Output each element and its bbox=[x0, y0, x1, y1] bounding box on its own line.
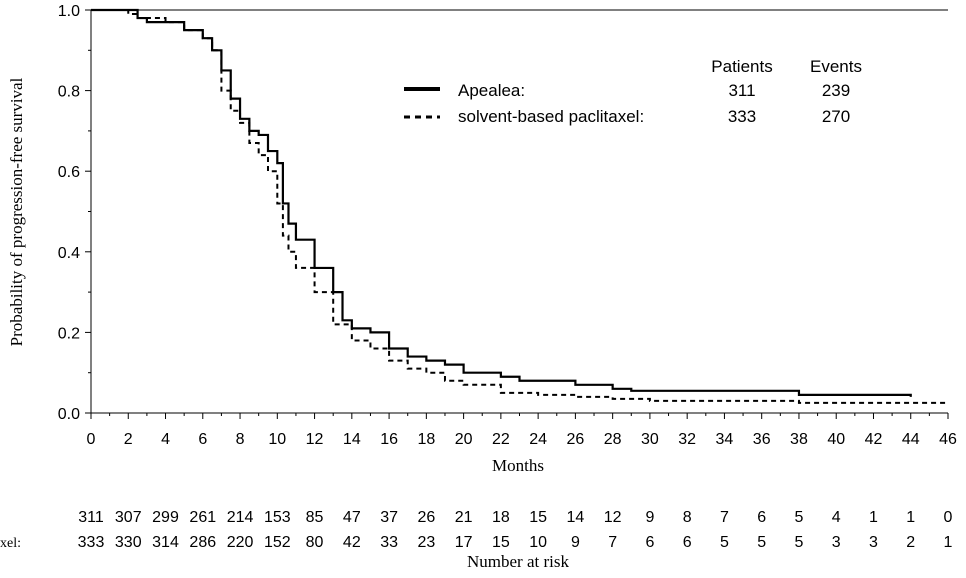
risk-value: 18 bbox=[492, 509, 510, 526]
risk-value: 17 bbox=[455, 534, 473, 551]
risk-value: 4 bbox=[832, 509, 841, 526]
x-tick-label: 40 bbox=[827, 431, 845, 448]
risk-value: 5 bbox=[795, 534, 804, 551]
x-tick-label: 6 bbox=[198, 431, 207, 448]
legend-patients-apealea: 311 bbox=[728, 81, 755, 100]
x-tick-label: 4 bbox=[161, 431, 170, 448]
y-tick-label: 1.0 bbox=[58, 3, 80, 20]
risk-value: 1 bbox=[906, 509, 915, 526]
risk-value: 214 bbox=[227, 509, 254, 526]
risk-value: 286 bbox=[189, 534, 216, 551]
risk-value: 10 bbox=[529, 534, 547, 551]
x-tick-label: 10 bbox=[268, 431, 286, 448]
risk-value: 15 bbox=[492, 534, 510, 551]
x-axis-label: Months bbox=[492, 456, 544, 475]
risk-value: 85 bbox=[306, 509, 324, 526]
risk-value: 12 bbox=[604, 509, 622, 526]
risk-value: 9 bbox=[645, 509, 654, 526]
risk-value: 9 bbox=[571, 534, 580, 551]
risk-value: 26 bbox=[417, 509, 435, 526]
risk-value: 6 bbox=[645, 534, 654, 551]
x-tick-label: 20 bbox=[455, 431, 473, 448]
x-tick-label: 34 bbox=[716, 431, 734, 448]
series-line-apealea bbox=[91, 8, 912, 397]
risk-table-title: Number at risk bbox=[467, 552, 569, 571]
risk-value: 23 bbox=[417, 534, 435, 551]
x-tick-label: 14 bbox=[343, 431, 361, 448]
y-tick-label: 0.4 bbox=[58, 245, 80, 262]
risk-value: 299 bbox=[152, 509, 179, 526]
y-tick-label: 0.2 bbox=[58, 325, 80, 342]
x-tick-label: 16 bbox=[380, 431, 398, 448]
risk-value: 8 bbox=[683, 509, 692, 526]
risk-value: 7 bbox=[608, 534, 617, 551]
risk-value: 7 bbox=[720, 509, 729, 526]
x-tick-label: 38 bbox=[790, 431, 808, 448]
axes: 0 2 4 6 8 10 12 14 16 18 20 22 24 26 28 30 32 34 36 38 40 42 4… bbox=[58, 3, 957, 448]
x-tick-label: 22 bbox=[492, 431, 510, 448]
x-tick-label: 8 bbox=[236, 431, 245, 448]
risk-value: 33 bbox=[380, 534, 398, 551]
x-tick-label: 0 bbox=[87, 431, 96, 448]
risk-value: 6 bbox=[757, 509, 766, 526]
risk-value: 14 bbox=[566, 509, 584, 526]
legend-events-sbp: 270 bbox=[822, 107, 850, 126]
x-tick-label: 44 bbox=[902, 431, 920, 448]
x-tick-label: 30 bbox=[641, 431, 659, 448]
x-tick-label: 18 bbox=[417, 431, 435, 448]
risk-value: 5 bbox=[720, 534, 729, 551]
y-tick-label: 0.0 bbox=[58, 406, 80, 423]
series-layer bbox=[91, 8, 948, 404]
risk-value: 152 bbox=[264, 534, 291, 551]
x-tick-label: 28 bbox=[604, 431, 622, 448]
risk-value: 220 bbox=[227, 534, 254, 551]
series-line-sbp bbox=[91, 9, 948, 404]
risk-value: 5 bbox=[757, 534, 766, 551]
y-tick-label: 0.6 bbox=[58, 164, 80, 181]
risk-value: 314 bbox=[152, 534, 179, 551]
legend-label-sbp: solvent-based paclitaxel: bbox=[458, 107, 644, 126]
risk-value: 153 bbox=[264, 509, 291, 526]
risk-value: 6 bbox=[683, 534, 692, 551]
risk-value: 15 bbox=[529, 509, 547, 526]
risk-value: 37 bbox=[380, 509, 398, 526]
risk-value: 3 bbox=[832, 534, 841, 551]
risk-value: 330 bbox=[115, 534, 142, 551]
legend-patients-sbp: 333 bbox=[728, 107, 756, 126]
x-tick-label: 26 bbox=[566, 431, 584, 448]
x-tick-label: 46 bbox=[939, 431, 957, 448]
x-tick-label: 42 bbox=[865, 431, 883, 448]
legend-label-apealea: Apealea: bbox=[458, 81, 525, 100]
x-tick-label: 12 bbox=[306, 431, 324, 448]
legend-header-events: Events bbox=[810, 57, 862, 76]
legend-header-patients: Patients bbox=[711, 57, 772, 76]
risk-value: 1 bbox=[944, 534, 953, 551]
risk-value: 1 bbox=[869, 509, 878, 526]
y-tick-label: 0.8 bbox=[58, 84, 80, 101]
risk-value: 21 bbox=[455, 509, 473, 526]
y-axis-label: Probability of progression-free survival bbox=[7, 77, 26, 346]
risk-value: 42 bbox=[343, 534, 361, 551]
risk-table: 311 307 299 261 214 153 85 47 37 26 21 18 15 14 12 9 8 7 6… bbox=[0, 509, 953, 551]
x-tick-label: 2 bbox=[124, 431, 133, 448]
risk-value: 47 bbox=[343, 509, 361, 526]
legend: Patients Events Apealea: 311 239 solvent… bbox=[404, 57, 862, 126]
risk-value: 0 bbox=[944, 509, 953, 526]
risk-value: 311 bbox=[78, 509, 104, 526]
risk-value: 261 bbox=[189, 509, 216, 526]
risk-value: 3 bbox=[869, 534, 878, 551]
x-tick-label: 36 bbox=[753, 431, 771, 448]
risk-value: 5 bbox=[795, 509, 804, 526]
legend-events-apealea: 239 bbox=[822, 81, 850, 100]
risk-value: 307 bbox=[115, 509, 142, 526]
x-tick-label: 24 bbox=[529, 431, 547, 448]
risk-value: 80 bbox=[306, 534, 324, 551]
risk-value: 333 bbox=[78, 534, 105, 551]
risk-value: 2 bbox=[906, 534, 915, 551]
x-tick-label: 32 bbox=[678, 431, 696, 448]
risk-row-label: xel: bbox=[0, 536, 21, 551]
